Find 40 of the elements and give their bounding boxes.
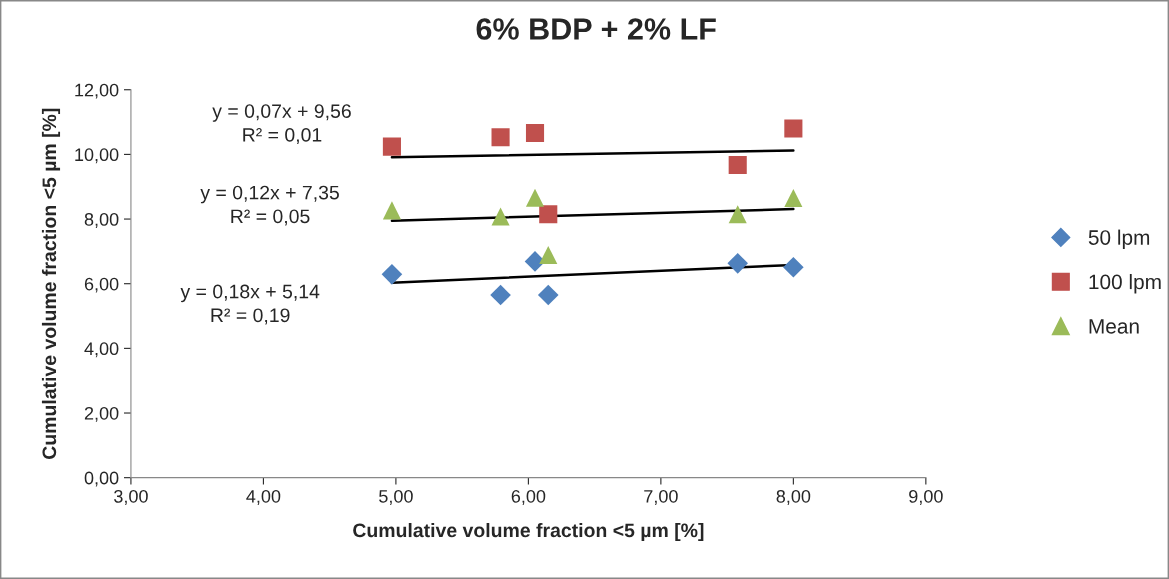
y-tick-label: 10,00	[75, 148, 119, 164]
point	[525, 124, 545, 143]
point	[491, 128, 510, 147]
chart-title: 6% BDP + 2% LF	[476, 18, 716, 40]
point	[382, 137, 401, 156]
annotation: y = 0,07x + 9,56 R² = 0,01	[212, 104, 351, 145]
point	[728, 156, 747, 175]
point	[381, 264, 403, 285]
point	[382, 201, 401, 220]
x-tick-label: 8,00	[776, 489, 811, 505]
y-tick-label: 4,00	[84, 342, 119, 358]
point	[728, 205, 747, 224]
point	[784, 119, 803, 138]
legend-label: Mean	[1089, 319, 1139, 334]
x-tick-label: 6,00	[511, 489, 546, 505]
point	[525, 188, 545, 207]
annotation: y = 0,12x + 7,35 R² = 0,05	[200, 185, 339, 226]
point	[539, 245, 558, 264]
y-tick-label: 8,00	[84, 212, 119, 228]
x-tick-label: 9,00	[909, 489, 943, 505]
annotation: y = 0,18x + 5,14 R² = 0,19	[180, 284, 320, 325]
x-tick-label: 4,00	[246, 489, 281, 505]
x-axis-title: Cumulative volume fraction <5 µm [%]	[353, 522, 704, 542]
y-tick-label: 12,00	[75, 83, 119, 99]
legend-label: 100 lpm	[1089, 274, 1161, 294]
legend-label: 50 lpm	[1088, 229, 1150, 249]
y-tick-label: 0,00	[84, 471, 119, 487]
point	[727, 253, 749, 274]
point	[537, 284, 559, 306]
point	[490, 284, 511, 306]
x-tick-label: 3,00	[114, 489, 148, 505]
y-axis-title: Cumulative volume fraction <5 µm [%]	[41, 108, 61, 459]
point	[491, 207, 510, 226]
x-tick-label: 5,00	[379, 489, 413, 505]
point	[783, 256, 804, 278]
point	[784, 188, 803, 208]
y-tick-label: 6,00	[84, 277, 119, 293]
x-tick-label: 7,00	[644, 489, 678, 505]
point	[539, 205, 558, 224]
y-tick-label: 2,00	[84, 406, 119, 422]
